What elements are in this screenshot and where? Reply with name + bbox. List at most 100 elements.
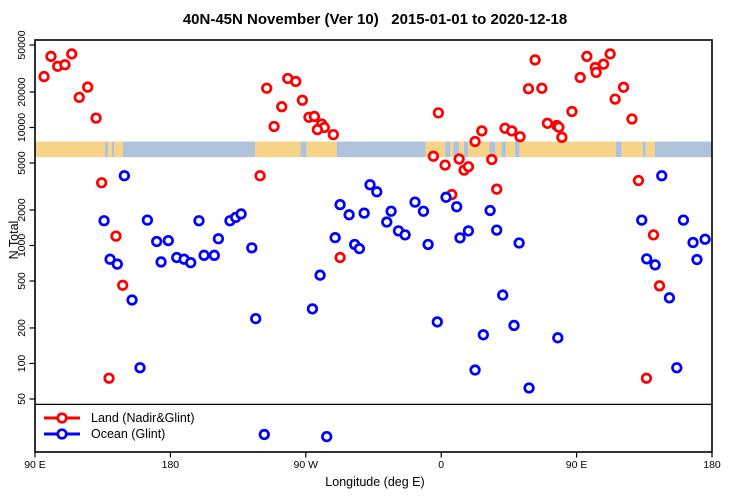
y-tick-label: 5000	[16, 151, 28, 175]
ocean-point	[417, 205, 430, 217]
ocean-point	[134, 362, 146, 374]
coastline-band-land-segment	[107, 141, 112, 158]
ocean-point	[162, 234, 174, 247]
ocean-point	[663, 292, 676, 304]
ocean-point	[321, 430, 333, 443]
ocean-point	[431, 316, 443, 328]
ocean-point	[691, 253, 703, 266]
land-point	[632, 174, 645, 187]
land-point	[617, 81, 630, 93]
ocean-point	[353, 242, 366, 255]
coastline-band-ocean-segment	[654, 141, 712, 158]
ocean-point	[469, 364, 481, 376]
x-tick-label: 0	[438, 459, 444, 471]
ocean-point	[484, 204, 496, 217]
y-tick-label: 50000	[16, 30, 28, 59]
legend-symbol	[44, 427, 80, 440]
ocean-point	[497, 289, 509, 301]
coastline-band-ocean-segment	[489, 141, 496, 158]
coastline-band-land-segment	[645, 141, 655, 158]
ocean-point	[98, 215, 110, 227]
y-tick-label: 500	[16, 272, 28, 290]
land-point	[640, 372, 653, 384]
land-point	[90, 112, 102, 124]
ocean-point	[385, 205, 397, 217]
land-point	[95, 177, 108, 189]
ocean-point	[185, 257, 197, 269]
ocean-point	[198, 249, 210, 261]
land-point	[327, 128, 339, 141]
legend-item: Ocean (Glint)	[42, 426, 195, 441]
land-point	[541, 117, 554, 129]
coastline-band-ocean-segment	[123, 141, 256, 158]
x-tick-label: 180	[162, 459, 180, 471]
ocean-point	[508, 319, 520, 332]
land-point	[73, 91, 85, 104]
ocean-point	[118, 170, 131, 182]
land-point	[453, 153, 465, 165]
land-point	[604, 48, 616, 60]
coastline-band-land-segment	[35, 141, 105, 158]
y-tick-label: 100	[16, 355, 28, 373]
ocean-point	[141, 214, 154, 226]
coastline-band-land-segment	[621, 141, 643, 158]
land-point	[59, 59, 71, 71]
coastline-band-ocean-segment	[104, 141, 108, 158]
ocean-point	[462, 225, 475, 237]
ocean-point	[687, 236, 699, 249]
legend-label: Ocean (Glint)	[91, 426, 166, 441]
ocean-point	[477, 329, 489, 341]
coastline-band-ocean-segment	[615, 141, 622, 158]
land-point	[514, 131, 526, 143]
ocean-point	[343, 209, 355, 221]
land-point	[590, 66, 602, 79]
ocean-point	[381, 216, 393, 228]
ocean-point	[334, 198, 346, 211]
land-point	[491, 183, 503, 195]
ocean-point	[513, 237, 525, 249]
ocean-point	[151, 235, 163, 248]
coastline-band-ocean-segment	[111, 141, 114, 158]
coastline-band-land-segment	[306, 141, 337, 158]
coastline-band-ocean-segment	[445, 141, 451, 158]
coastline-band-ocean-segment	[336, 141, 426, 158]
legend: Land (Nadir&Glint) Ocean (Glint)	[42, 410, 195, 442]
land-point	[296, 94, 308, 106]
ocean-point	[523, 382, 535, 394]
land-point	[110, 230, 122, 242]
land-point	[254, 170, 266, 182]
land-point	[536, 82, 548, 94]
ocean-point	[636, 214, 648, 226]
x-tick-label: 90 E	[566, 459, 588, 471]
land-point	[268, 120, 280, 133]
land-point	[476, 125, 488, 137]
land-point	[566, 105, 578, 118]
x-tick-label: 180	[703, 459, 721, 471]
land-point	[439, 159, 451, 171]
coastline-band-land-segment	[255, 141, 301, 158]
ocean-point	[111, 258, 123, 270]
ocean-point	[454, 232, 466, 244]
ocean-point	[491, 224, 503, 236]
land-point	[581, 50, 593, 63]
ocean-point	[422, 238, 434, 251]
y-tick-label: 10000	[16, 113, 28, 142]
ocean-point	[314, 269, 326, 281]
ocean-point	[364, 179, 376, 191]
ocean-point	[552, 332, 564, 344]
ocean-point	[671, 362, 683, 374]
ocean-point	[440, 191, 452, 203]
land-point	[290, 75, 302, 88]
coastline-band-ocean-segment	[642, 141, 646, 158]
ocean-point	[656, 170, 668, 182]
land-point	[486, 153, 498, 166]
coastline-band-ocean-segment	[514, 141, 520, 158]
land-point	[574, 71, 586, 84]
land-point	[529, 54, 541, 66]
ocean-point	[193, 215, 205, 227]
ocean-point	[250, 312, 262, 325]
land-point	[311, 123, 324, 136]
y-tick-label: 20000	[16, 77, 28, 106]
ocean-point	[212, 233, 225, 245]
